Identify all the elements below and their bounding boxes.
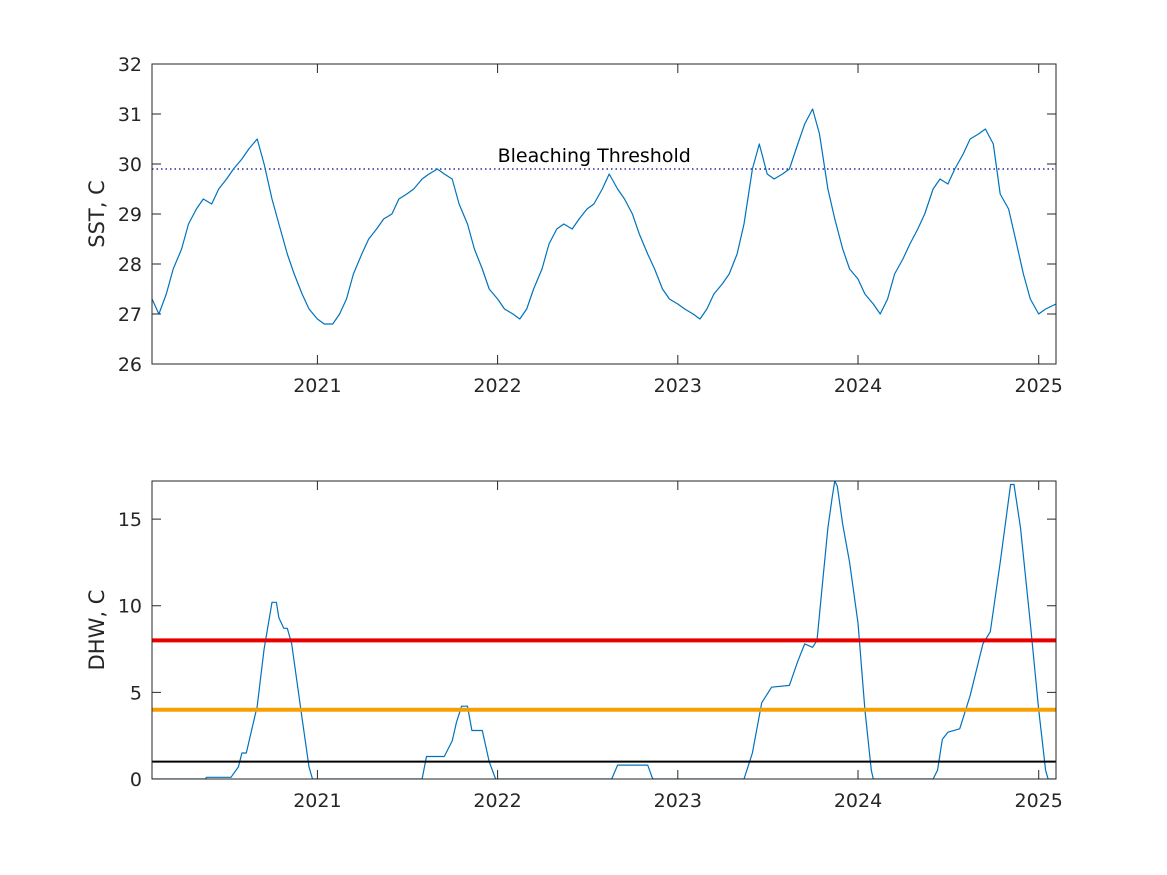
y-tick-label: 0 <box>130 769 142 791</box>
y-tick-label: 15 <box>118 509 142 531</box>
y-tick-label: 30 <box>118 154 142 176</box>
x-tick-label: 2023 <box>654 375 702 397</box>
y-tick-label: 31 <box>118 104 142 126</box>
x-tick-label: 2024 <box>834 375 882 397</box>
x-tick-label: 2022 <box>473 375 521 397</box>
x-tick-label: 2021 <box>293 790 341 812</box>
y-tick-label: 10 <box>118 596 142 618</box>
dhw-panel: 0 5 10 15 2021 2022 2023 2024 2025 DHW, C <box>85 480 1063 812</box>
y-tick-label: 5 <box>130 682 142 704</box>
y-tick-label: 26 <box>118 354 142 376</box>
y-tick-label: 28 <box>118 254 142 276</box>
x-tick-label: 2022 <box>473 790 521 812</box>
y-axis-label: DHW, C <box>85 590 109 671</box>
dhw-series-line <box>152 481 1056 779</box>
y-axis-label: SST, C <box>85 180 109 248</box>
axes-box <box>151 480 1057 780</box>
x-tick-label: 2025 <box>1015 790 1063 812</box>
x-tick-label: 2025 <box>1015 375 1063 397</box>
x-tick-label: 2021 <box>293 375 341 397</box>
x-tick-label: 2023 <box>654 790 702 812</box>
sst-panel: Bleaching Threshold 26 27 28 29 30 31 32 2021 202… <box>85 54 1063 397</box>
sst-series-line <box>152 108 1056 325</box>
y-tick-label: 32 <box>118 54 142 76</box>
y-tick-label: 29 <box>118 204 142 226</box>
bleaching-threshold-label: Bleaching Threshold <box>498 145 691 167</box>
x-tick-label: 2024 <box>834 790 882 812</box>
y-tick-label: 27 <box>118 304 142 326</box>
